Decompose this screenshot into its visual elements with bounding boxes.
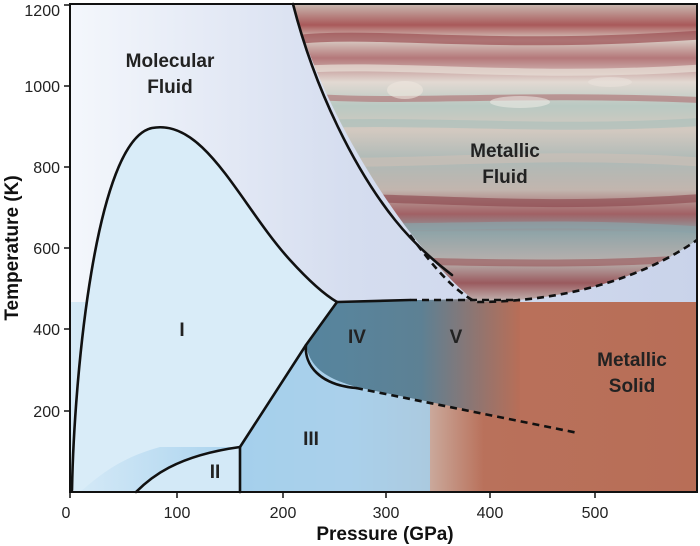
phase-2-label: II	[210, 462, 221, 483]
x-axis-title: Pressure (GPa)	[316, 524, 453, 545]
phase-1-region	[70, 127, 337, 492]
phase-5-label: V	[450, 327, 463, 348]
phase-4-5-region	[306, 298, 520, 420]
x-tick-label: 200	[270, 505, 297, 522]
metallic-fluid-label: Metallic	[470, 141, 540, 162]
phase-1-3-boundary	[238, 300, 339, 494]
metallic-fluid-boundary	[291, 2, 454, 277]
phase-4-5-lower-dashed	[355, 386, 579, 435]
metallic-fluid-label: Fluid	[482, 167, 527, 188]
y-tick-label: 600	[33, 241, 60, 258]
molecular-fluid-label: Fluid	[147, 77, 192, 98]
phase-2-boundary	[134, 445, 242, 494]
x-tick-label: 500	[582, 505, 609, 522]
phase-3-label: III	[303, 429, 319, 450]
x-tick-label: 300	[373, 505, 400, 522]
y-tick-label: 200	[33, 404, 60, 421]
metallic-solid-label: Metallic	[597, 350, 667, 371]
metallic-solid-label: Solid	[609, 376, 655, 397]
x-tick-label: 100	[164, 505, 191, 522]
phase-2-region	[136, 447, 240, 492]
x-tick-label: 0	[62, 505, 71, 522]
y-tick-label: 1200	[24, 3, 60, 20]
y-axis-title: Temperature (K)	[2, 175, 23, 320]
molecular-fluid-label: Molecular	[126, 51, 215, 72]
phase-4-lower-boundary	[304, 343, 358, 390]
phase-4-label: IV	[348, 327, 366, 348]
melting-curve	[70, 125, 339, 492]
metallic-fluid-image	[293, 4, 697, 302]
y-tick-label: 800	[33, 160, 60, 177]
x-tick-label: 400	[477, 505, 504, 522]
y-tick-label: 1000	[24, 79, 60, 96]
phase-3-region	[240, 345, 430, 492]
phase-4-upper-boundary	[335, 298, 412, 304]
phase-1-label: I	[179, 320, 184, 341]
y-tick-label: 400	[33, 322, 60, 339]
y-ticks	[64, 4, 70, 412]
x-ticks	[69, 492, 596, 498]
